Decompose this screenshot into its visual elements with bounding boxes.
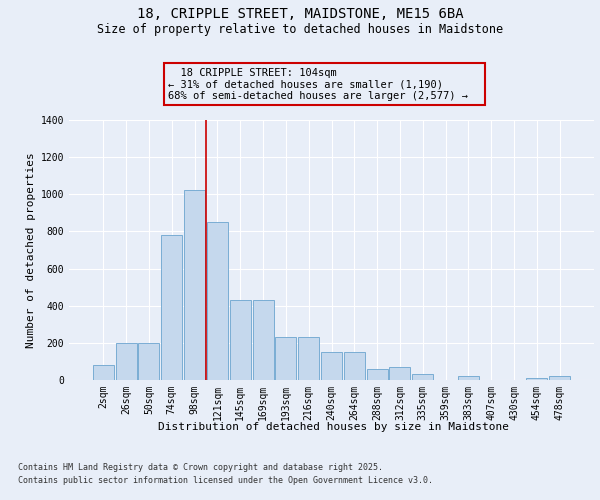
Text: 18 CRIPPLE STREET: 104sqm
← 31% of detached houses are smaller (1,190)
68% of se: 18 CRIPPLE STREET: 104sqm ← 31% of detac… <box>168 68 481 100</box>
Text: 18, CRIPPLE STREET, MAIDSTONE, ME15 6BA: 18, CRIPPLE STREET, MAIDSTONE, ME15 6BA <box>137 8 463 22</box>
Text: Distribution of detached houses by size in Maidstone: Distribution of detached houses by size … <box>158 422 509 432</box>
Bar <box>458 376 479 380</box>
Bar <box>230 300 251 380</box>
Text: Contains HM Land Registry data © Crown copyright and database right 2025.: Contains HM Land Registry data © Crown c… <box>18 464 383 472</box>
Bar <box>93 365 114 380</box>
Bar <box>253 300 274 380</box>
Bar <box>116 343 137 380</box>
Bar <box>549 376 570 380</box>
Bar <box>526 378 547 380</box>
Bar <box>298 338 319 380</box>
Bar <box>139 343 160 380</box>
Bar <box>161 235 182 380</box>
Text: Size of property relative to detached houses in Maidstone: Size of property relative to detached ho… <box>97 22 503 36</box>
Y-axis label: Number of detached properties: Number of detached properties <box>26 152 37 348</box>
Bar <box>207 222 228 380</box>
Bar <box>321 352 342 380</box>
Bar <box>367 369 388 380</box>
Bar <box>389 367 410 380</box>
Text: Contains public sector information licensed under the Open Government Licence v3: Contains public sector information licen… <box>18 476 433 485</box>
Bar <box>275 338 296 380</box>
Bar <box>412 374 433 380</box>
Bar <box>184 190 205 380</box>
Bar <box>344 352 365 380</box>
